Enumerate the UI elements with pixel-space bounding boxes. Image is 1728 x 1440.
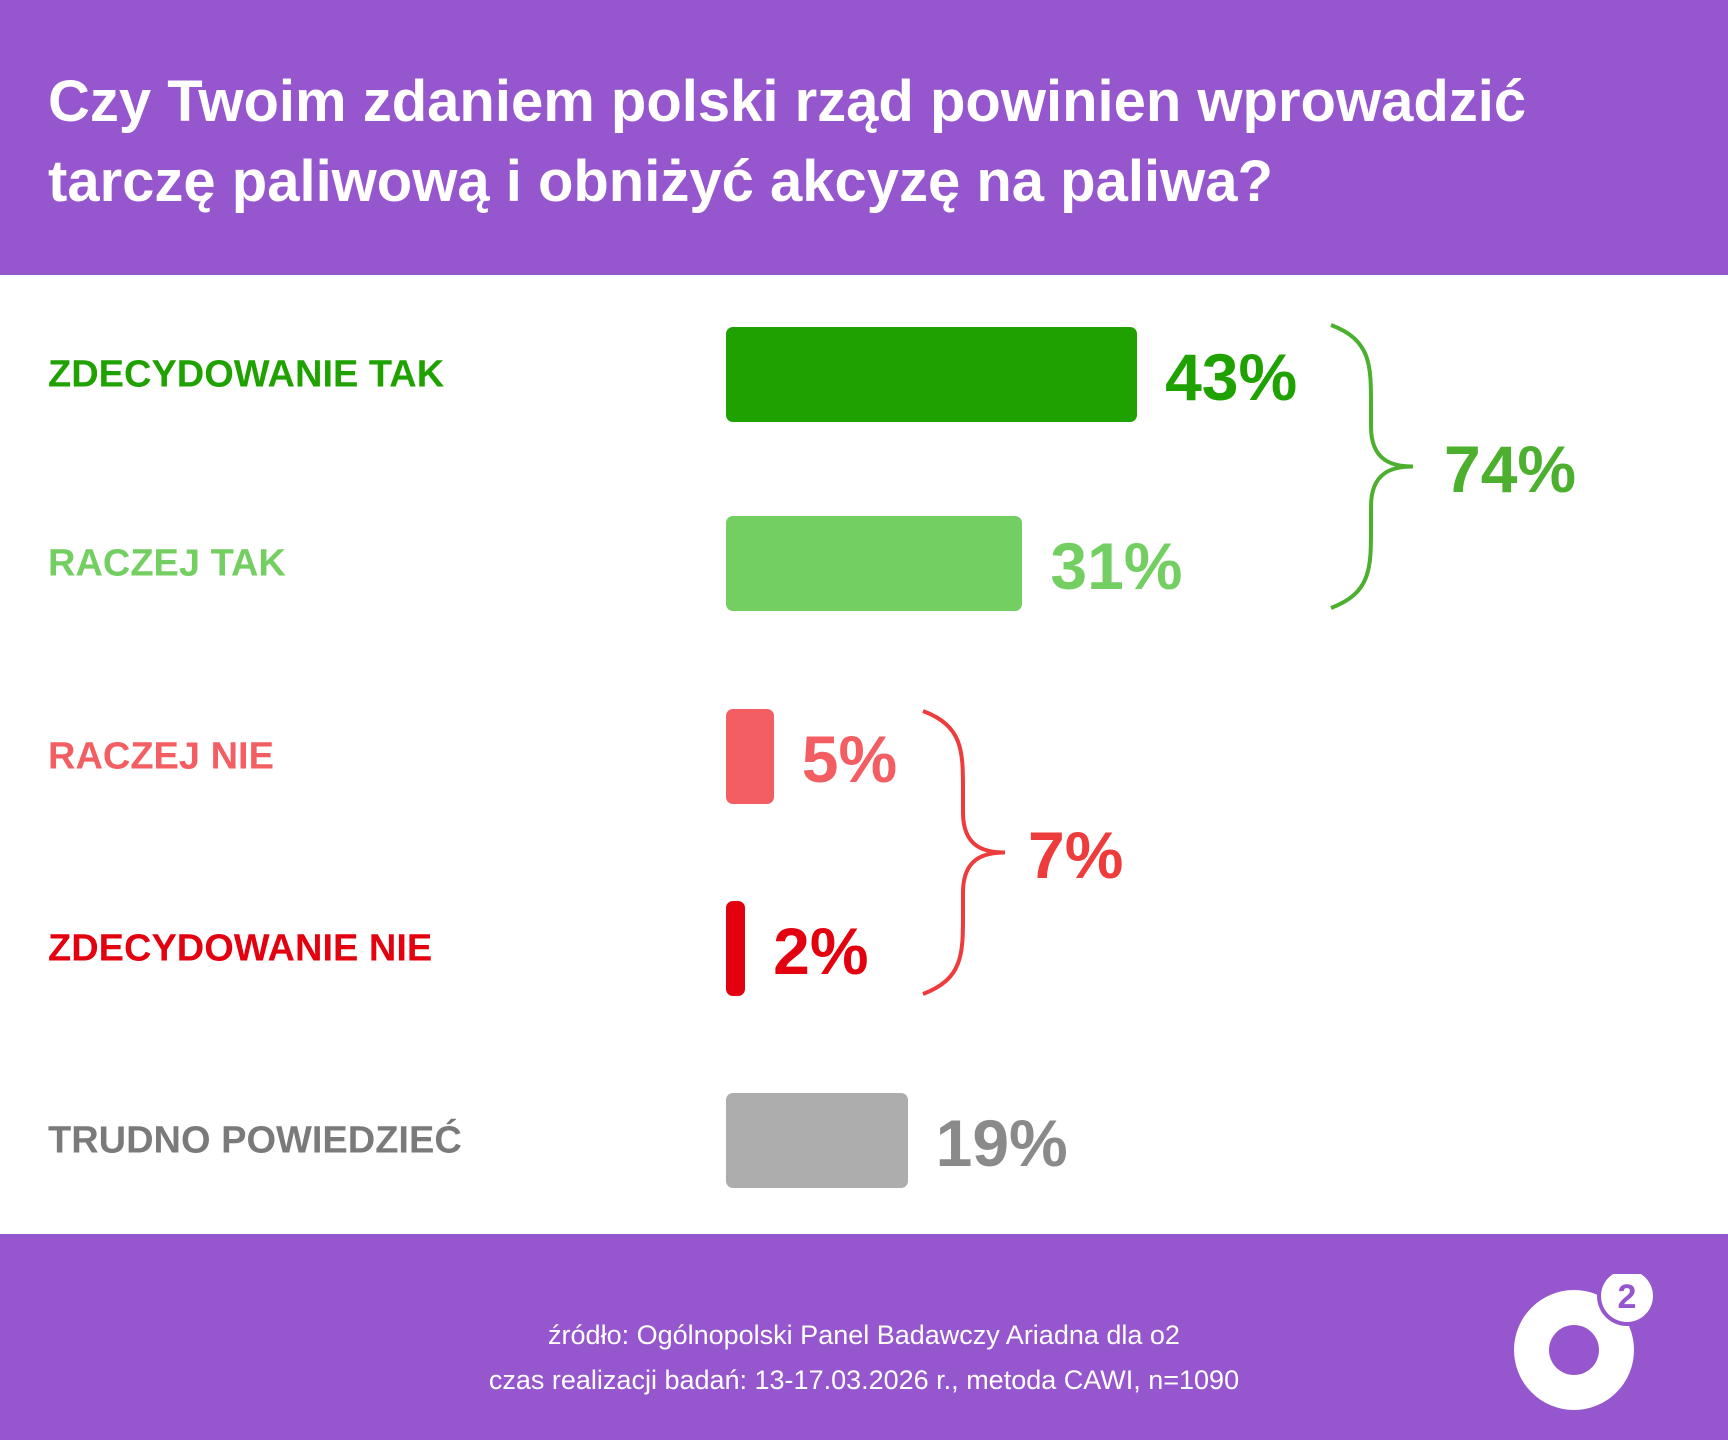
source-text: źródło: Ogólnopolski Panel Badawczy Aria…	[548, 1320, 1180, 1350]
group-total-label: 7%	[1028, 817, 1124, 892]
category-label: TRUDNO POWIEDZIEĆ	[48, 1119, 462, 1161]
footer-banner: źródło: Ogólnopolski Panel Badawczy Aria…	[0, 1234, 1728, 1440]
value-label: 43%	[1165, 339, 1298, 414]
group-total-label: 74%	[1444, 431, 1577, 506]
chart-title: Czy Twoim zdaniem polski rząd powinien w…	[48, 69, 1527, 214]
bar	[726, 516, 1023, 611]
brace-path	[1330, 323, 1414, 610]
category-label: ZDECYDOWANIE NIE	[48, 927, 433, 969]
bar	[726, 327, 1138, 422]
value-label: 31%	[1050, 528, 1183, 603]
bar	[726, 901, 746, 996]
value-label: 5%	[801, 721, 898, 796]
bar	[726, 1093, 908, 1188]
svg-text:2: 2	[1618, 1278, 1637, 1316]
o2-logo: 2	[1514, 1274, 1657, 1410]
value-label: 2%	[773, 913, 869, 988]
brace-path	[922, 709, 1006, 996]
details-text: czas realizacji badań: 13-17.03.2026 r.,…	[488, 1365, 1240, 1395]
category-label: RACZEJ TAK	[48, 542, 286, 584]
category-label: RACZEJ NIE	[48, 735, 274, 777]
category-label: ZDECYDOWANIE TAK	[48, 353, 445, 395]
bar	[726, 709, 774, 804]
header-banner: Czy Twoim zdaniem polski rząd powinien w…	[0, 0, 1728, 275]
value-label: 19%	[935, 1105, 1068, 1180]
